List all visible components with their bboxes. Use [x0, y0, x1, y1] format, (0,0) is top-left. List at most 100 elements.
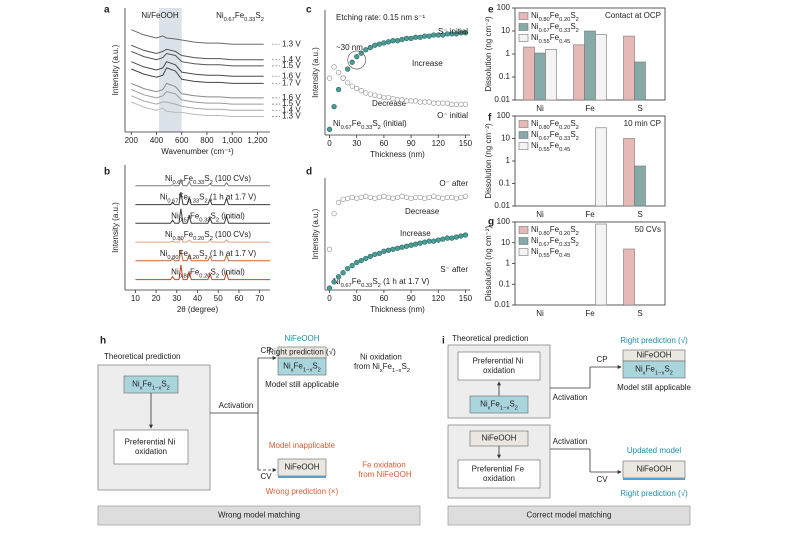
data-point	[326, 75, 333, 81]
category-label: S	[637, 104, 642, 113]
data-point	[431, 193, 437, 199]
diagram-label: NiFeOOH	[481, 434, 516, 443]
spectrum-line	[131, 95, 264, 111]
diagram-label: Correct model matching	[527, 511, 612, 520]
x-tick-label: 1,000	[222, 136, 243, 145]
y-axis-label: Intensity (a.u.)	[311, 47, 320, 98]
data-point	[349, 59, 355, 65]
data-point	[385, 247, 392, 253]
series-label: Ni0.67Fe0.33S2 (1 h at 1.7 V)	[160, 193, 257, 204]
data-point	[408, 98, 414, 104]
series-label: 1.3 V	[282, 39, 301, 48]
y-tick-label: 1	[506, 259, 511, 268]
data-point	[408, 35, 414, 42]
spectrum-line	[135, 236, 270, 243]
bar	[523, 46, 535, 101]
diagram-label: CV	[260, 472, 272, 481]
data-point	[358, 50, 364, 56]
x-tick-label: 1,200	[247, 136, 268, 145]
data-point	[444, 235, 450, 241]
data-point	[431, 238, 437, 244]
data-point	[335, 86, 342, 93]
bar	[595, 223, 607, 306]
data-point	[331, 103, 337, 110]
diagram-label: Wrong prediction (×)	[266, 487, 339, 496]
annotation: Contact at OCP	[605, 11, 661, 20]
legend-swatch	[518, 12, 529, 20]
data-point	[412, 34, 419, 40]
x-tick-label: 800	[200, 136, 214, 145]
data-point	[394, 97, 401, 103]
data-point	[422, 239, 428, 245]
data-point	[449, 194, 455, 200]
y-axis-label: Dissolution (ng cm⁻²)	[484, 123, 493, 199]
data-point	[345, 195, 351, 202]
category-label: Fe	[585, 104, 595, 113]
annotation: Etching rate: 0.15 nm s⁻¹	[336, 13, 425, 22]
data-point	[372, 195, 378, 202]
data-point	[381, 193, 387, 199]
data-point	[449, 235, 455, 241]
series-label: S⁻ after	[440, 265, 468, 274]
plot-frame	[514, 221, 666, 306]
data-point	[376, 250, 383, 256]
diagram-label: CP	[596, 355, 607, 364]
data-point	[367, 194, 373, 200]
legend-label: Ni0.67Fe0.33S2	[531, 22, 579, 33]
x-tick-label: 150	[459, 294, 473, 303]
legend-label: Ni0.80Fe0.20S2	[531, 11, 579, 22]
spectrum-line	[131, 101, 264, 117]
category-label: Ni	[536, 210, 544, 219]
diagram-label: Preferential Fe oxidation	[472, 465, 527, 483]
data-point	[349, 194, 355, 200]
data-point	[376, 93, 383, 100]
box	[457, 459, 541, 489]
data-point	[349, 83, 355, 89]
box	[113, 429, 189, 465]
annotation: Ni0.67Fe0.33S2	[216, 11, 264, 22]
data-point	[422, 33, 428, 39]
category-label: Fe	[585, 210, 595, 219]
data-point	[403, 243, 410, 249]
data-point	[403, 35, 410, 42]
legend-swatch	[518, 131, 529, 139]
data-point	[417, 99, 423, 105]
bar	[595, 34, 607, 101]
spectrum-line	[131, 44, 264, 61]
data-point	[358, 257, 364, 264]
caption-bar	[97, 505, 421, 526]
diagram-label: NiFeOOH	[284, 334, 319, 343]
panel-letter: h	[100, 336, 106, 347]
panel-letter: f	[488, 113, 492, 124]
series-label: 1.3 V	[282, 112, 301, 121]
bar	[634, 61, 646, 101]
diagram-label: Ni oxidation from NixFe1−xS2	[354, 353, 410, 374]
diagram-label: CV	[596, 475, 608, 484]
data-point	[462, 30, 469, 36]
data-point	[345, 66, 351, 72]
x-tick-label: 120	[432, 139, 446, 148]
data-point	[417, 240, 423, 246]
y-axis-label: Intensity (a.u.)	[311, 208, 320, 259]
annotation: ~30 nm	[336, 43, 363, 52]
data-point	[340, 75, 346, 81]
diagram-label: Activation	[553, 393, 588, 402]
category-label: Ni	[536, 104, 544, 113]
diagram-label: Theoretical prediction	[452, 334, 528, 343]
data-point	[394, 194, 401, 200]
data-point	[426, 33, 432, 39]
diagram-label: Preferential Ni oxidation	[125, 438, 178, 456]
data-point	[367, 44, 373, 51]
annotation: Ni0.67Fe0.33S2 (initial)	[333, 119, 407, 130]
series-label: O⁻ initial	[437, 111, 468, 120]
diagram-label: Wrong model matching	[218, 511, 300, 520]
data-point	[381, 94, 387, 101]
annotation: 50 CVs	[635, 225, 661, 234]
y-tick-label: 100	[497, 217, 511, 226]
x-axis-label: Wavenumber (cm⁻¹)	[161, 147, 234, 156]
data-point	[372, 251, 378, 258]
diagram-label: NixFe1−xS2	[132, 380, 170, 391]
data-point	[453, 234, 460, 240]
bar	[595, 127, 607, 207]
data-point	[363, 193, 369, 199]
